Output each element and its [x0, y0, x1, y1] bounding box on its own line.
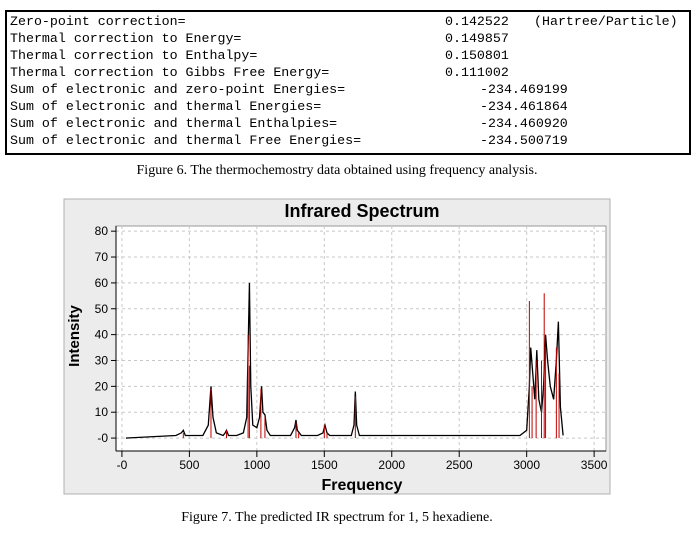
- row-value: -234.460920: [480, 116, 568, 131]
- y-tick-label: 50: [95, 302, 109, 316]
- y-tick-label: 40: [95, 328, 109, 342]
- y-tick-label: 70: [95, 250, 109, 264]
- x-tick-label: 3500: [581, 458, 608, 472]
- x-tick-label: 1500: [311, 458, 338, 472]
- y-tick-label: 10: [95, 405, 109, 419]
- row-label: Thermal correction to Gibbs Free Energy=: [10, 65, 330, 80]
- row-value: 0.149857: [445, 31, 509, 46]
- thermo-box: Zero-point correction= 0.142522 (Hartree/P…: [5, 10, 691, 155]
- x-tick-label: 3000: [513, 458, 540, 472]
- row-unit: (Hartree/Particle): [534, 14, 678, 29]
- chart-title: Infrared Spectrum: [284, 201, 439, 221]
- y-tick-label: 30: [95, 353, 109, 367]
- y-tick-label: 80: [95, 224, 109, 238]
- y-tick-label: 60: [95, 276, 109, 290]
- x-tick-label: 2500: [446, 458, 473, 472]
- row-value: -234.469199: [480, 82, 568, 97]
- row-value: 0.111002: [445, 65, 509, 80]
- row-value: 0.150801: [445, 48, 509, 63]
- x-tick-label: 2000: [378, 458, 405, 472]
- row-value: -234.461864: [480, 99, 568, 114]
- row-label: Sum of electronic and thermal Enthalpies…: [10, 116, 338, 131]
- y-tick-label: -0: [97, 431, 108, 445]
- row-label: Thermal correction to Enthalpy=: [10, 48, 258, 63]
- row-label: Sum of electronic and zero-point Energie…: [10, 82, 346, 97]
- row-label: Sum of electronic and thermal Free Energ…: [10, 133, 362, 148]
- row-label: Sum of electronic and thermal Energies=: [10, 99, 322, 114]
- spectrum-line: [125, 282, 564, 439]
- x-tick-label: 1000: [243, 458, 270, 472]
- y-tick-label: 20: [95, 379, 109, 393]
- caption: Figure 7. The predicted IR spectrum for …: [181, 510, 493, 525]
- caption: Figure 6. The thermochemostry data obtai…: [136, 163, 538, 178]
- row-label: Thermal correction to Energy=: [10, 31, 242, 46]
- row-value: 0.142522: [445, 14, 509, 29]
- x-tick-label: 500: [179, 458, 199, 472]
- row-value: -234.500719: [480, 133, 568, 148]
- row-label: Zero-point correction=: [10, 14, 186, 29]
- y-axis-label: Intensity: [66, 305, 83, 367]
- x-tick-label: -0: [117, 458, 128, 472]
- x-axis-label: Frequency: [322, 477, 403, 494]
